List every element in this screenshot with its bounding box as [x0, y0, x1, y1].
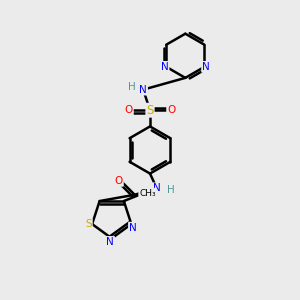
- Text: O: O: [167, 105, 175, 115]
- Text: N: N: [129, 223, 137, 232]
- Text: N: N: [202, 62, 210, 72]
- Text: S: S: [85, 219, 92, 229]
- Text: N: N: [106, 237, 114, 247]
- Text: N: N: [140, 85, 147, 94]
- Text: O: O: [115, 176, 123, 186]
- Text: CH₃: CH₃: [139, 189, 156, 198]
- Text: N: N: [153, 183, 160, 193]
- Text: H: H: [128, 82, 135, 92]
- Text: N: N: [161, 62, 169, 72]
- Text: S: S: [146, 104, 154, 117]
- Text: H: H: [167, 185, 175, 195]
- Text: O: O: [125, 105, 133, 115]
